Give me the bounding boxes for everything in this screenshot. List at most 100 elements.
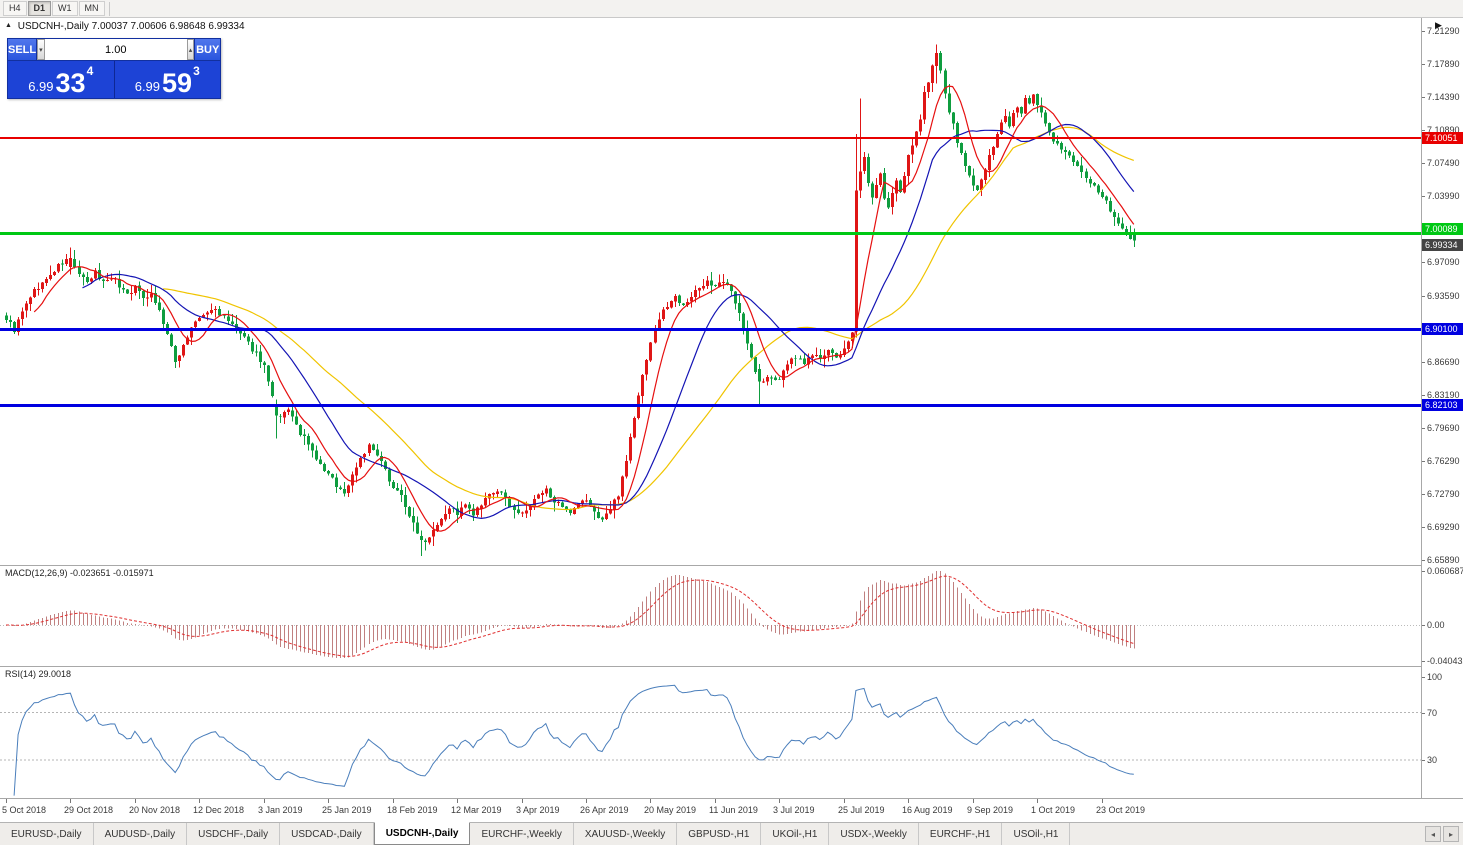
date-axis-tick bbox=[973, 799, 974, 803]
chart-tab-usdchf-daily[interactable]: USDCHF-,Daily bbox=[187, 823, 281, 845]
buy-price-pips: 59 bbox=[162, 67, 193, 98]
rsi-line bbox=[13, 684, 1134, 796]
chart-tab-usdcad-daily[interactable]: USDCAD-,Daily bbox=[280, 823, 374, 845]
price-axis-label: 6.97090 bbox=[1427, 257, 1460, 268]
sell-price-pips: 33 bbox=[55, 67, 86, 98]
chart-tab-gbpusd-h1[interactable]: GBPUSD-,H1 bbox=[677, 823, 762, 845]
date-axis-tick bbox=[1102, 799, 1103, 803]
date-axis[interactable]: 5 Oct 2018 29 Oct 2018 20 Nov 2018 12 Dec 2… bbox=[0, 799, 1421, 822]
date-axis-label: 11 Jun 2019 bbox=[709, 805, 758, 815]
tab-scroll-left-button[interactable]: ◂ bbox=[1425, 826, 1441, 842]
price-axis-tick bbox=[1422, 526, 1425, 528]
chart-tab-ukoil-h1[interactable]: UKOil-,H1 bbox=[761, 823, 830, 845]
date-axis-tick bbox=[715, 799, 716, 803]
date-axis-separator bbox=[0, 798, 1463, 799]
date-axis-label: 5 Oct 2018 bbox=[2, 805, 47, 815]
date-axis-tick bbox=[393, 799, 394, 803]
buy-price-big: 6.99 bbox=[134, 78, 161, 94]
date-axis-label: 3 Jan 2019 bbox=[258, 805, 303, 815]
chart-tab-usdx-weekly[interactable]: USDX-,Weekly bbox=[829, 823, 919, 845]
price-axis-label: 7.17890 bbox=[1427, 59, 1460, 70]
macd-axis-tick bbox=[1422, 625, 1425, 626]
volume-increase-button[interactable]: ▴ bbox=[186, 39, 195, 60]
sell-price-big: 6.99 bbox=[28, 78, 54, 94]
sell-price-button[interactable]: 6.99 33 4 bbox=[8, 61, 115, 98]
chart-title: ▲ USDCNH-,Daily 7.00037 7.00606 6.98648 … bbox=[5, 21, 245, 32]
date-axis-label: 16 Aug 2019 bbox=[902, 805, 953, 815]
macd-axis-label: -0.040432 bbox=[1427, 656, 1463, 666]
timeframe-button-mn[interactable]: MN bbox=[78, 1, 105, 16]
price-axis-tick bbox=[1422, 427, 1425, 429]
price-chart-canvas[interactable] bbox=[0, 18, 1421, 798]
chart-tab-bar: EURUSD-,Daily AUDUSD-,Daily USDCHF-,Daily U… bbox=[0, 822, 1463, 845]
price-axis-tick bbox=[1422, 295, 1425, 297]
one-click-panel-toggle-icon[interactable]: ▲ bbox=[5, 22, 12, 29]
rsi-axis-label: 30 bbox=[1427, 755, 1438, 765]
level-price-tag: 6.82103 bbox=[1422, 399, 1463, 411]
date-axis-tick bbox=[135, 799, 136, 803]
tab-scroll-arrows: ◂ ▸ bbox=[1425, 823, 1463, 845]
price-axis-label: 7.03990 bbox=[1427, 191, 1460, 202]
date-axis-label: 26 Apr 2019 bbox=[580, 805, 629, 815]
date-axis-tick bbox=[328, 799, 329, 803]
price-axis-tick bbox=[1422, 262, 1425, 264]
price-axis-label: 7.14390 bbox=[1427, 92, 1460, 103]
date-axis-label: 12 Mar 2019 bbox=[451, 805, 502, 815]
volume-input[interactable] bbox=[44, 39, 187, 60]
chart-tab-usdcnh-daily[interactable]: USDCNH-,Daily bbox=[373, 822, 471, 845]
macd-signal-line bbox=[6, 575, 1134, 657]
chart-shift-marker[interactable]: ▶ bbox=[1435, 20, 1442, 30]
symbol-ohlc-text: USDCNH-,Daily 7.00037 7.00606 6.98648 6.… bbox=[17, 21, 245, 32]
bull-candle-bodies bbox=[17, 52, 1035, 543]
timeframe-button-h4[interactable]: H4 bbox=[3, 1, 27, 16]
price-axis-tick bbox=[1422, 493, 1425, 495]
price-axis-tick bbox=[1422, 460, 1425, 462]
price-axis-label: 7.10890 bbox=[1427, 125, 1460, 136]
sell-button[interactable]: SELL bbox=[8, 39, 38, 60]
sell-price-point: 4 bbox=[86, 64, 94, 78]
price-axis-label: 6.76290 bbox=[1427, 455, 1460, 466]
date-axis-label: 29 Oct 2018 bbox=[64, 805, 114, 815]
chart-tab-xauusd-weekly[interactable]: XAUUSD-,Weekly bbox=[574, 823, 678, 845]
macd-panel-separator[interactable] bbox=[0, 565, 1463, 566]
timeframe-button-w1[interactable]: W1 bbox=[52, 1, 78, 16]
chart-tab-audusd-daily[interactable]: AUDUSD-,Daily bbox=[94, 823, 188, 845]
rsi-axis-tick bbox=[1422, 760, 1425, 761]
date-axis-label: 9 Sep 2019 bbox=[967, 805, 1014, 815]
price-axis[interactable]: ▶ 7.21290 7.17890 7.14390 7.10890 7.07490 7.0… bbox=[1421, 18, 1463, 798]
date-axis-tick bbox=[586, 799, 587, 803]
date-axis-tick bbox=[522, 799, 523, 803]
rsi-panel-separator[interactable] bbox=[0, 666, 1463, 667]
price-axis-label: 6.72790 bbox=[1427, 488, 1460, 499]
price-axis-label: 6.65890 bbox=[1427, 555, 1460, 565]
timeframe-button-d1[interactable]: D1 bbox=[27, 1, 52, 16]
rsi-axis-label: 100 bbox=[1427, 672, 1443, 682]
chart-tab-eurusd-daily[interactable]: EURUSD-,Daily bbox=[0, 823, 94, 845]
buy-price-point: 3 bbox=[193, 64, 200, 78]
date-axis-label: 3 Apr 2019 bbox=[516, 805, 560, 815]
chart-tab-eurchf-weekly[interactable]: EURCHF-,Weekly bbox=[470, 823, 574, 845]
date-axis-tick bbox=[779, 799, 780, 803]
buy-button[interactable]: BUY bbox=[194, 39, 221, 60]
price-axis-label: 6.79690 bbox=[1427, 422, 1460, 433]
price-axis-tick bbox=[1422, 163, 1425, 165]
date-axis-tick bbox=[908, 799, 909, 803]
macd-label: MACD(12,26,9) -0.023651 -0.015971 bbox=[5, 568, 154, 578]
chart-tab-usoil-h1[interactable]: USOil-,H1 bbox=[1002, 823, 1071, 845]
price-axis-label: 7.21290 bbox=[1427, 26, 1460, 36]
price-axis-tick bbox=[1422, 361, 1425, 363]
resistance-price-tag: 7.10051 bbox=[1422, 132, 1463, 144]
chart-tab-eurchf-h1[interactable]: EURCHF-,H1 bbox=[919, 823, 1003, 845]
macd-axis-tick bbox=[1422, 661, 1425, 662]
tab-scroll-right-button[interactable]: ▸ bbox=[1443, 826, 1459, 842]
volume-decrease-button[interactable]: ▾ bbox=[37, 39, 45, 60]
buy-price-button[interactable]: 6.99 59 3 bbox=[114, 61, 220, 98]
date-axis-tick bbox=[844, 799, 845, 803]
date-axis-tick bbox=[264, 799, 265, 803]
price-axis-label: 6.86690 bbox=[1427, 356, 1460, 367]
date-axis-label: 12 Dec 2018 bbox=[193, 805, 245, 815]
macd-histogram bbox=[10, 571, 1135, 659]
ma-fast-line bbox=[33, 85, 1135, 532]
macd-axis-tick bbox=[1422, 571, 1425, 572]
